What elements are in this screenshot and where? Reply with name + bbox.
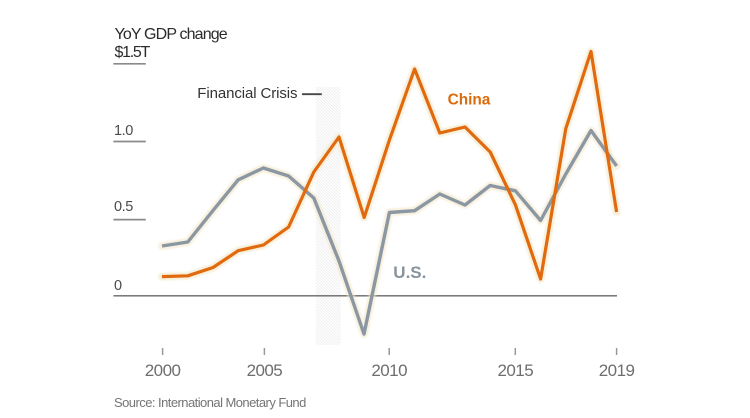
svg-text:Financial Crisis: Financial Crisis [197, 85, 297, 102]
svg-text:1.0: 1.0 [114, 123, 133, 139]
svg-text:YoY GDP change: YoY GDP change [115, 26, 228, 43]
svg-text:2005: 2005 [247, 361, 283, 380]
svg-text:China: China [448, 92, 491, 109]
svg-text:U.S.: U.S. [393, 263, 426, 282]
svg-text:Source: International Monetary: Source: International Monetary Fund [114, 395, 306, 410]
svg-text:0.5: 0.5 [114, 199, 133, 215]
svg-text:2000: 2000 [145, 361, 181, 380]
svg-text:2010: 2010 [371, 361, 407, 380]
svg-text:2019: 2019 [599, 361, 635, 380]
svg-text:$1.5T: $1.5T [115, 44, 151, 61]
svg-text:2015: 2015 [497, 361, 533, 380]
svg-text:0: 0 [114, 278, 122, 294]
